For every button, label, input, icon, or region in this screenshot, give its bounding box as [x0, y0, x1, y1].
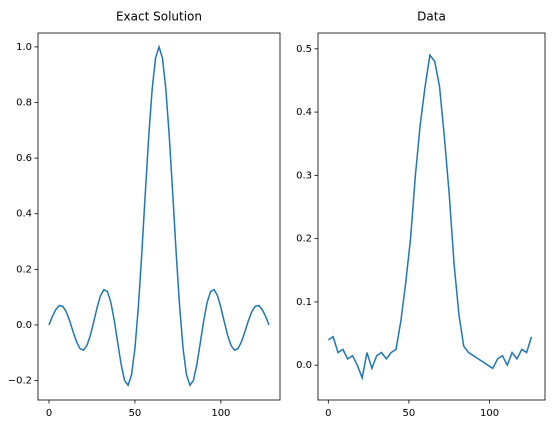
- chart-title: Exact Solution: [116, 10, 202, 24]
- line: [327, 53, 533, 381]
- y-tick-label: 0.2: [16, 264, 32, 275]
- axes-frame: [37, 32, 281, 401]
- x-tick-label: 100: [211, 408, 230, 419]
- y-tick-label: 0.2: [296, 234, 312, 245]
- y-tick-label: 0.8: [16, 98, 32, 109]
- x-tick-label: 50: [129, 408, 142, 419]
- x-tick-label: 0: [46, 408, 52, 419]
- y-tick-label: 0.1: [296, 297, 312, 308]
- chart-title: Data: [417, 10, 446, 24]
- x-tick-label: 0: [325, 408, 331, 419]
- y-tick-label: 0.4: [296, 107, 312, 118]
- x-tick-label: 100: [480, 408, 499, 419]
- y-tick-label: 0.6: [16, 153, 32, 164]
- y-tick-label: 0.5: [296, 44, 312, 55]
- axes-frame: [317, 32, 546, 401]
- y-tick-label: 0.4: [16, 209, 32, 220]
- y-tick-label: 0.0: [296, 360, 312, 371]
- y-tick-label: −0.2: [8, 376, 32, 387]
- x-tick-label: 50: [403, 408, 416, 419]
- line: [48, 44, 270, 387]
- y-tick-label: 0.3: [296, 170, 312, 181]
- y-tick-label: 1.0: [16, 42, 32, 53]
- y-tick-label: 0.0: [16, 320, 32, 331]
